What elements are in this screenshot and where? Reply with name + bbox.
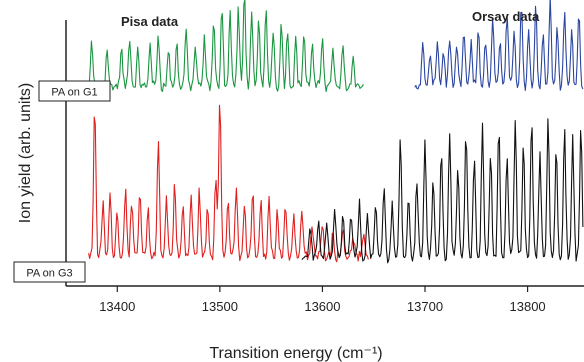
g3-label-box: PA on G3 (13, 261, 86, 283)
series-trace (414, 0, 584, 91)
series-trace (301, 118, 584, 264)
x-tick-label: 13800 (510, 299, 546, 314)
orsay-label: Orsay data (472, 9, 540, 24)
x-tick-label: 13600 (304, 299, 340, 314)
x-tick-label: 13400 (99, 299, 135, 314)
x-ticks: 13400 13500 13600 13700 13800 (99, 286, 546, 314)
g1-label: PA on G1 (51, 87, 97, 99)
x-tick-label: 13500 (202, 299, 238, 314)
x-axis-label: Transition energy (cm⁻¹) (209, 345, 382, 362)
series-trace (70, 0, 364, 93)
y-axis-label: Ion yield (arb. units) (17, 83, 34, 224)
x-tick-label: 13700 (407, 299, 443, 314)
pisa-label: Pisa data (121, 14, 179, 29)
series-trace (88, 104, 369, 263)
g3-label: PA on G3 (26, 268, 72, 280)
g1-label-box: PA on G1 (38, 80, 111, 102)
trace-layer (70, 0, 584, 264)
